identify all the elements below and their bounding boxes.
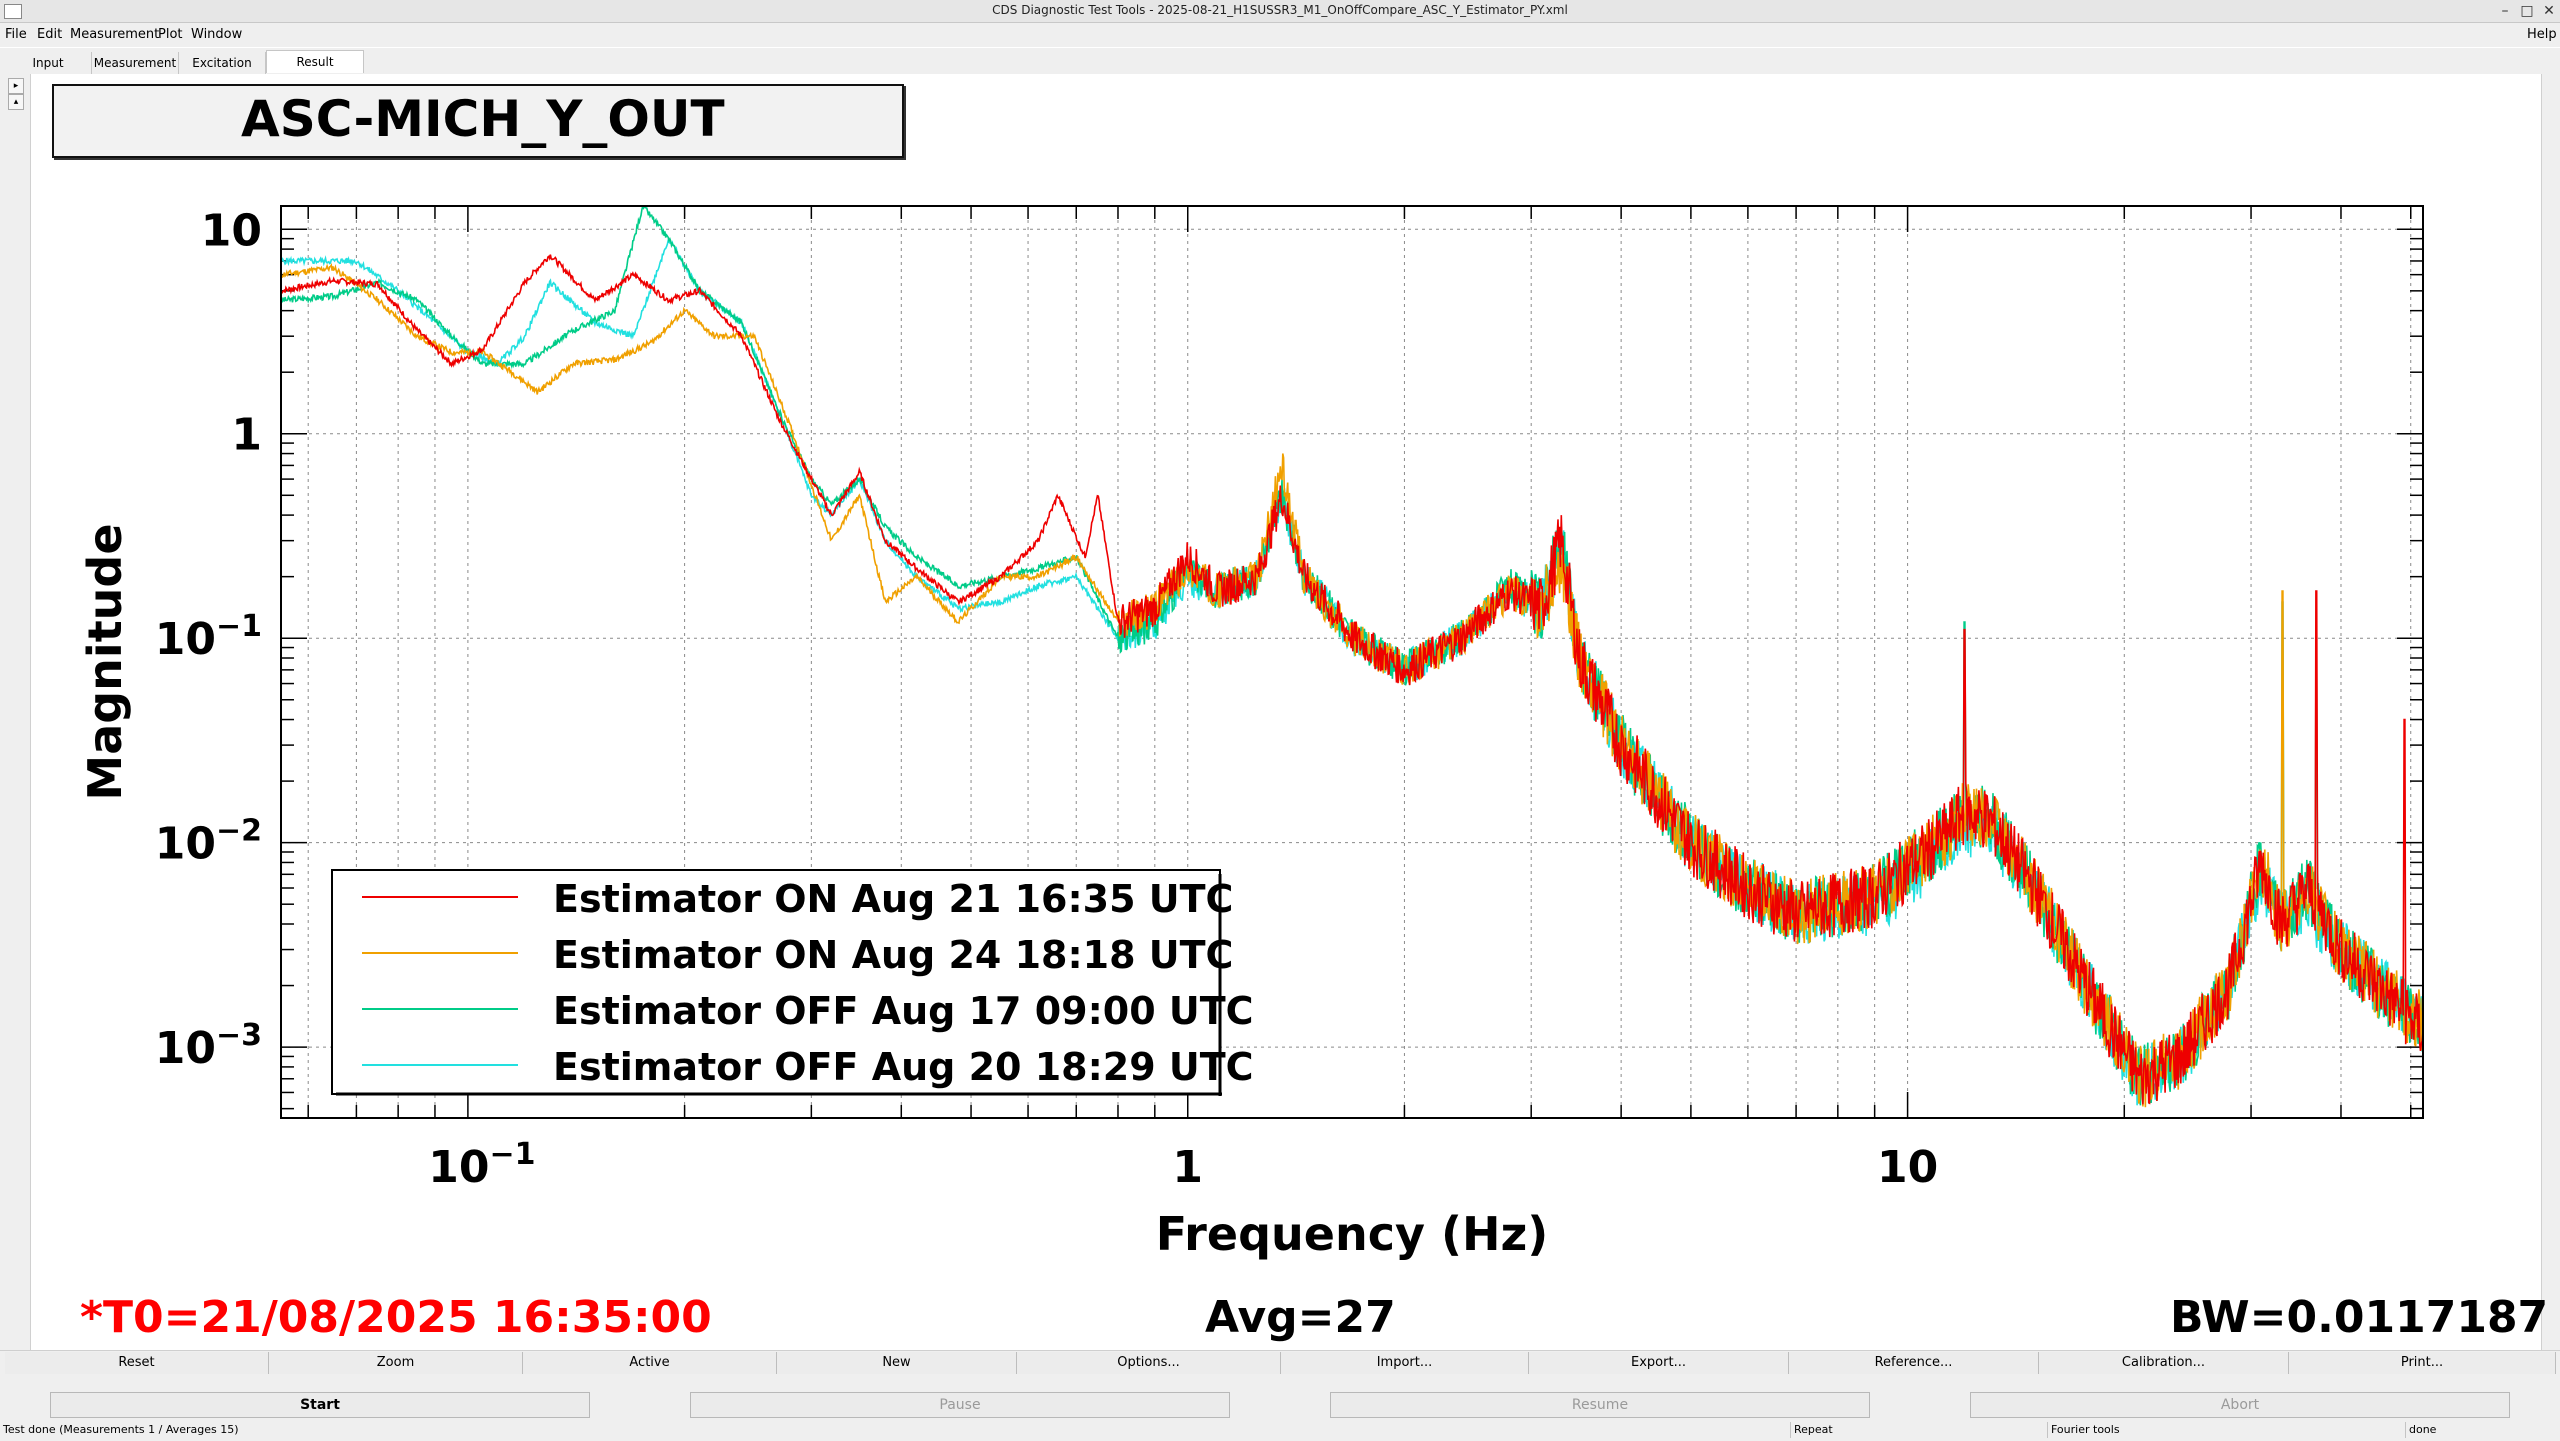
status-message: Test done (Measurements 1 / Averages 15) xyxy=(3,1423,239,1436)
y-tick-label: 10−3 xyxy=(155,1018,262,1074)
legend-label: Estimator OFF Aug 20 18:29 UTC xyxy=(553,1045,1254,1089)
x-tick-label: 1 xyxy=(1172,1142,1203,1193)
x-tick-label: 10−1 xyxy=(428,1137,535,1193)
series-line xyxy=(281,254,2423,1105)
plot-title: ASC-MICH_Y_OUT xyxy=(241,90,725,148)
plot-pad xyxy=(31,74,2541,1350)
start-button[interactable]: Start xyxy=(50,1392,590,1418)
window-titlebar: CDS Diagnostic Test Tools - 2025-08-21_H… xyxy=(0,0,2560,23)
y-tick-label: 10 xyxy=(201,205,262,256)
legend-label: Estimator ON Aug 21 16:35 UTC xyxy=(553,877,1233,921)
legend-label: Estimator ON Aug 24 18:18 UTC xyxy=(553,933,1233,977)
x-tick-label: 10 xyxy=(1877,1142,1938,1193)
bandwidth-value: BW=0.0117187 xyxy=(2170,1292,2549,1343)
averages-count: Avg=27 xyxy=(1205,1292,1396,1343)
t0-timestamp: *T0=21/08/2025 16:35:00 xyxy=(80,1292,712,1343)
y-tick-label: 10−1 xyxy=(155,609,262,665)
menu-edit[interactable]: Edit xyxy=(37,27,63,42)
y-tick-label: 10−2 xyxy=(155,814,262,870)
menu-plot[interactable]: Plot xyxy=(158,27,183,42)
collapse-arrow-icon[interactable]: ▴ xyxy=(8,94,24,110)
zoom-button[interactable]: Zoom xyxy=(269,1352,523,1374)
left-panel-strip: ▸ ▴ xyxy=(0,74,31,1350)
legend-label: Estimator OFF Aug 17 09:00 UTC xyxy=(553,989,1254,1033)
menu-help[interactable]: Help xyxy=(2527,27,2557,42)
new-button[interactable]: New xyxy=(777,1352,1017,1374)
plot-title-box: ASC-MICH_Y_OUT xyxy=(52,84,904,158)
tab-measurement[interactable]: Measurement xyxy=(92,52,179,74)
menu-measurement[interactable]: Measurement xyxy=(70,27,160,42)
tab-bar: Input Measurement Excitation Result xyxy=(0,48,2560,74)
expand-arrow-icon[interactable]: ▸ xyxy=(8,78,24,94)
plot-frame xyxy=(280,205,2424,1119)
x-axis-label: Frequency (Hz) xyxy=(1156,1207,1549,1261)
menu-file[interactable]: File xyxy=(5,27,27,42)
menu-bar: File Edit Measurement Plot Window Help xyxy=(0,23,2560,47)
window-title: CDS Diagnostic Test Tools - 2025-08-21_H… xyxy=(992,3,1568,17)
y-tick-label: 1 xyxy=(231,410,262,461)
reset-button[interactable]: Reset xyxy=(5,1352,269,1374)
abort-button[interactable]: Abort xyxy=(1970,1392,2510,1418)
reference-button[interactable]: Reference... xyxy=(1789,1352,2039,1374)
app-icon xyxy=(4,4,22,19)
legend: Estimator ON Aug 21 16:35 UTC Estimator O… xyxy=(331,869,1254,1096)
import-button[interactable]: Import... xyxy=(1281,1352,1529,1374)
resume-button[interactable]: Resume xyxy=(1330,1392,1870,1418)
minimize-button[interactable]: – xyxy=(2501,3,2509,19)
tab-excitation[interactable]: Excitation xyxy=(179,52,266,74)
y-axis-label: Magnitude xyxy=(78,523,132,800)
active-button[interactable]: Active xyxy=(523,1352,777,1374)
status-tools: Fourier tools xyxy=(2047,1422,2401,1438)
right-scroll-strip[interactable] xyxy=(2541,74,2560,1350)
maximize-button[interactable]: □ xyxy=(2520,3,2534,19)
options-button[interactable]: Options... xyxy=(1017,1352,1281,1374)
series-line xyxy=(281,206,2423,1106)
status-state: done xyxy=(2405,1422,2559,1438)
close-button[interactable]: ✕ xyxy=(2543,3,2555,19)
status-repeat: Repeat xyxy=(1790,1422,2044,1438)
menu-window[interactable]: Window xyxy=(191,27,243,42)
pause-button[interactable]: Pause xyxy=(690,1392,1230,1418)
calibration-button[interactable]: Calibration... xyxy=(2039,1352,2289,1374)
print-button[interactable]: Print... xyxy=(2289,1352,2556,1374)
tab-result[interactable]: Result xyxy=(266,50,364,73)
export-button[interactable]: Export... xyxy=(1529,1352,1789,1374)
tab-input[interactable]: Input xyxy=(5,52,92,74)
